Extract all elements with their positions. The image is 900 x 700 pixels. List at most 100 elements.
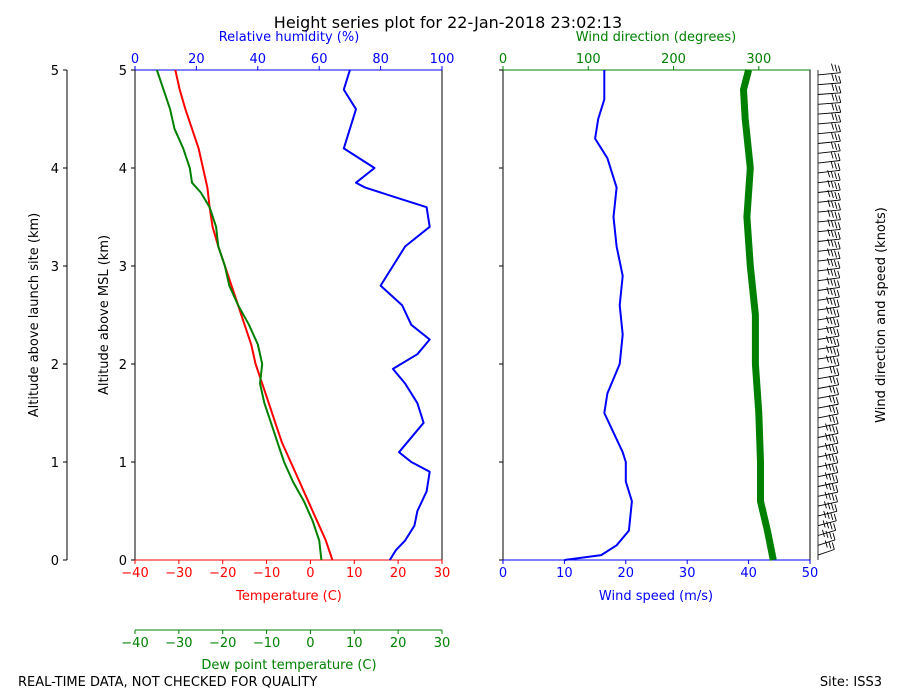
wind-barb-feather <box>829 531 832 540</box>
temperature-tick-label: −10 <box>253 566 280 581</box>
wind-barb-feather <box>822 529 825 538</box>
wind-barb-feather <box>826 355 829 363</box>
wind-barb-feather <box>835 455 839 463</box>
wind-barb-feather <box>835 445 839 454</box>
rh-axis-label: Relative humidity (%) <box>219 30 360 45</box>
wind-barb-shaft <box>817 462 838 468</box>
wind-barb-feather <box>831 484 835 492</box>
launch-altitude-tick-label: 4 <box>51 162 59 177</box>
wind-barb-shaft <box>817 306 840 311</box>
wind-barb-feather <box>834 201 838 210</box>
altitude-msl-label: Altitude above MSL (km) <box>97 235 112 395</box>
wind-barb-feather <box>834 74 838 83</box>
wind-barb-feather <box>831 474 835 482</box>
wind-barb-shaft <box>817 316 840 321</box>
wind-barb-shaft <box>817 442 839 448</box>
wind-barb-shaft <box>817 296 840 301</box>
wind-barb-feather <box>831 63 834 71</box>
speed-series-line <box>564 70 633 561</box>
altitude-launch-label: Altitude above launch site (km) <box>27 213 42 417</box>
wind-barb-shaft <box>817 248 841 252</box>
wind-barb-feather <box>837 153 841 161</box>
dewpoint-axis-label: Dew point temperature (C) <box>201 658 376 673</box>
wind-barb-feather <box>829 287 833 296</box>
wind-barb-shaft <box>817 102 841 105</box>
wind-barb-feather <box>834 230 838 239</box>
wind-barb-shaft <box>817 82 841 86</box>
wind-barb-shaft <box>817 364 840 370</box>
wind-barb-feather <box>834 113 838 122</box>
rh-tick-label: 80 <box>372 52 389 67</box>
wind-barb-feather <box>826 345 829 353</box>
wind-barb-feather <box>826 316 829 324</box>
wind-barb-feather <box>830 278 833 286</box>
dewpoint-tick-label: −10 <box>253 636 280 651</box>
wind-barb-feather <box>835 426 839 434</box>
wind-barb-feather <box>836 319 840 327</box>
wind-barb-feather <box>834 123 838 131</box>
wind-barb-feather <box>829 326 833 335</box>
wind-barb-feather <box>824 540 828 548</box>
wind-barb-feather <box>831 200 834 209</box>
wind-barb-feather <box>833 279 837 287</box>
wind-barb-feather <box>831 93 835 101</box>
temperature-tick-label: −30 <box>165 566 192 581</box>
wind-barb-feather <box>835 397 839 405</box>
wind-barb-feather <box>833 337 836 346</box>
msl-altitude-tick-label: 2 <box>119 358 127 373</box>
wind-barb-feather <box>837 241 841 249</box>
wind-barb-feather <box>826 335 829 344</box>
wind-barb-feather <box>836 387 839 395</box>
chart-title: Height series plot for 22-Jan-2018 23:02… <box>274 13 622 32</box>
wind-barb-feather <box>835 494 838 502</box>
wind-barb-feather <box>831 122 834 130</box>
wind-barb-feather <box>826 296 830 304</box>
wind-barb-feather <box>830 512 834 520</box>
wind-barb-feather <box>833 327 836 336</box>
wind-barb-feather <box>833 298 837 306</box>
wind-barb-feather <box>837 280 840 288</box>
wind-barb-feather <box>832 435 835 443</box>
dewpoint-tick-label: −20 <box>209 636 236 651</box>
wind-barb-feather <box>827 248 830 256</box>
wind-barb-feather <box>835 406 839 415</box>
wind-barb-feather <box>825 423 828 431</box>
temperature-axis-label: Temperature (C) <box>235 589 342 604</box>
wind-barb-feather <box>833 260 837 268</box>
wind-barb-feather <box>831 464 835 472</box>
wind-barb-feather <box>838 65 841 73</box>
msl-altitude-tick-label: 5 <box>119 64 127 79</box>
wind-barb-shaft <box>817 179 841 184</box>
wind-barb-feather <box>831 542 835 550</box>
wind-barb-shaft <box>817 325 840 331</box>
wind-barb-feather <box>831 112 835 121</box>
wind-barb-feather <box>834 94 838 102</box>
dewpoint-tick-label: 30 <box>434 636 451 651</box>
wind-barb-feather <box>835 436 839 444</box>
wind-barb-feather <box>831 103 835 111</box>
wind-barb-feather <box>834 142 838 150</box>
wind-barb-feather <box>835 416 839 424</box>
wind-barb-shaft <box>817 403 839 409</box>
wind-barb-feather <box>826 277 830 285</box>
wind-barb-feather <box>838 85 842 93</box>
launch-altitude-tick-label: 2 <box>51 358 59 373</box>
wind-direction-tick-label: 200 <box>661 52 686 67</box>
wind-barb-shaft <box>817 228 841 233</box>
wind-barb-feather <box>837 192 841 201</box>
wind-barb-shaft <box>817 169 841 174</box>
wind-barb-feather <box>834 504 838 512</box>
wind-barb-feather <box>830 268 834 276</box>
wind-barb-shaft <box>817 472 838 478</box>
wind-barb-shaft <box>817 131 841 135</box>
wind-barb-feather <box>836 377 840 385</box>
wind-barb-shaft <box>817 394 839 399</box>
launch-altitude-tick-label: 3 <box>51 260 59 275</box>
wind-barb-shaft <box>817 539 836 546</box>
wind-barb-feather <box>836 338 840 347</box>
wind-barb-shaft <box>817 267 840 272</box>
wind-barb-shaft <box>817 92 841 95</box>
wind-barb-shaft <box>817 423 839 429</box>
wind-barb-feather <box>832 367 836 375</box>
wind-barb-feather <box>830 132 834 140</box>
